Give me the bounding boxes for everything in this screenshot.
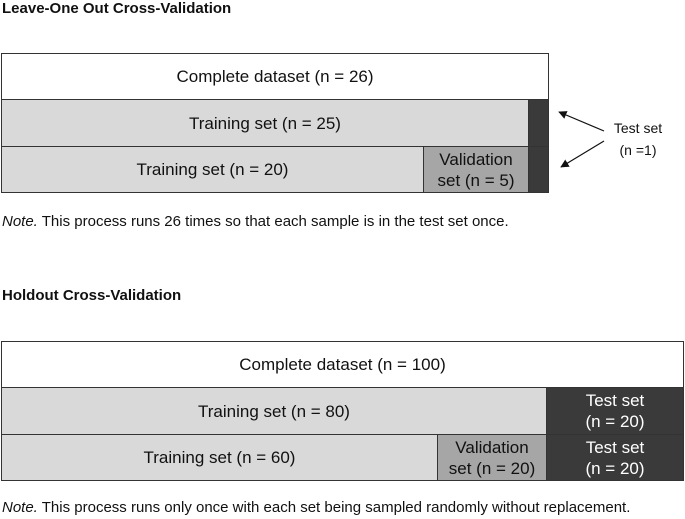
loo-test-set-row2: [528, 146, 549, 193]
holdout-title: Holdout Cross-Validation: [2, 287, 182, 304]
loo-validation-label-2: set (n = 5): [437, 170, 515, 190]
holdout-validation-label-1: Validation: [455, 437, 529, 457]
loo-test-set-label: Test set (n =1): [598, 117, 678, 161]
holdout-note-prefix: Note.: [2, 499, 38, 516]
holdout-complete-label: Complete dataset (n = 100): [239, 355, 446, 374]
loo-validation-set: Validation set (n = 5): [423, 146, 529, 193]
holdout-test2-label-1: Test set: [585, 437, 645, 457]
loo-test-label-2: (n =1): [619, 142, 657, 158]
loo-note-text: This process runs 26 times so that each …: [37, 213, 509, 230]
holdout-test-set-row1: Test set (n = 20): [546, 387, 684, 435]
holdout-training-full-label: Training set (n = 80): [198, 401, 350, 421]
loo-test-label-1: Test set: [613, 120, 663, 136]
holdout-test-label-1: Test set: [585, 391, 645, 410]
holdout-training-partial-label: Training set (n = 60): [143, 448, 296, 467]
holdout-test-set-row2: Test set (n = 20): [546, 434, 684, 481]
loo-validation-label-1: Validation: [439, 149, 513, 169]
loo-training-full-label: Training set (n = 25): [189, 113, 341, 133]
holdout-validation-label-2: set (n = 20): [448, 458, 536, 478]
loo-title: Leave-One Out Cross-Validation: [2, 0, 232, 17]
loo-note-prefix: Note.: [2, 213, 38, 230]
loo-note: Note. This process runs 26 times so that…: [2, 213, 509, 231]
holdout-validation-set: Validation set (n = 20): [437, 434, 547, 481]
loo-complete-label: Complete dataset (n = 26): [176, 67, 374, 86]
holdout-note: Note. This process runs only once with e…: [2, 499, 630, 517]
holdout-complete-dataset: Complete dataset (n = 100): [1, 341, 684, 388]
arrow-to-row2: [560, 140, 605, 168]
holdout-test-label-2: (n = 20): [585, 412, 645, 431]
holdout-note-text: This process runs only once with each se…: [37, 499, 631, 516]
holdout-test2-label-2: (n = 20): [585, 458, 645, 478]
holdout-training-set-full: Training set (n = 80): [1, 387, 547, 435]
holdout-training-set-partial: Training set (n = 60): [1, 434, 438, 481]
loo-training-partial-label: Training set (n = 20): [136, 160, 289, 179]
arrow-to-row1: [558, 111, 605, 132]
loo-training-set-partial: Training set (n = 20): [1, 146, 424, 193]
